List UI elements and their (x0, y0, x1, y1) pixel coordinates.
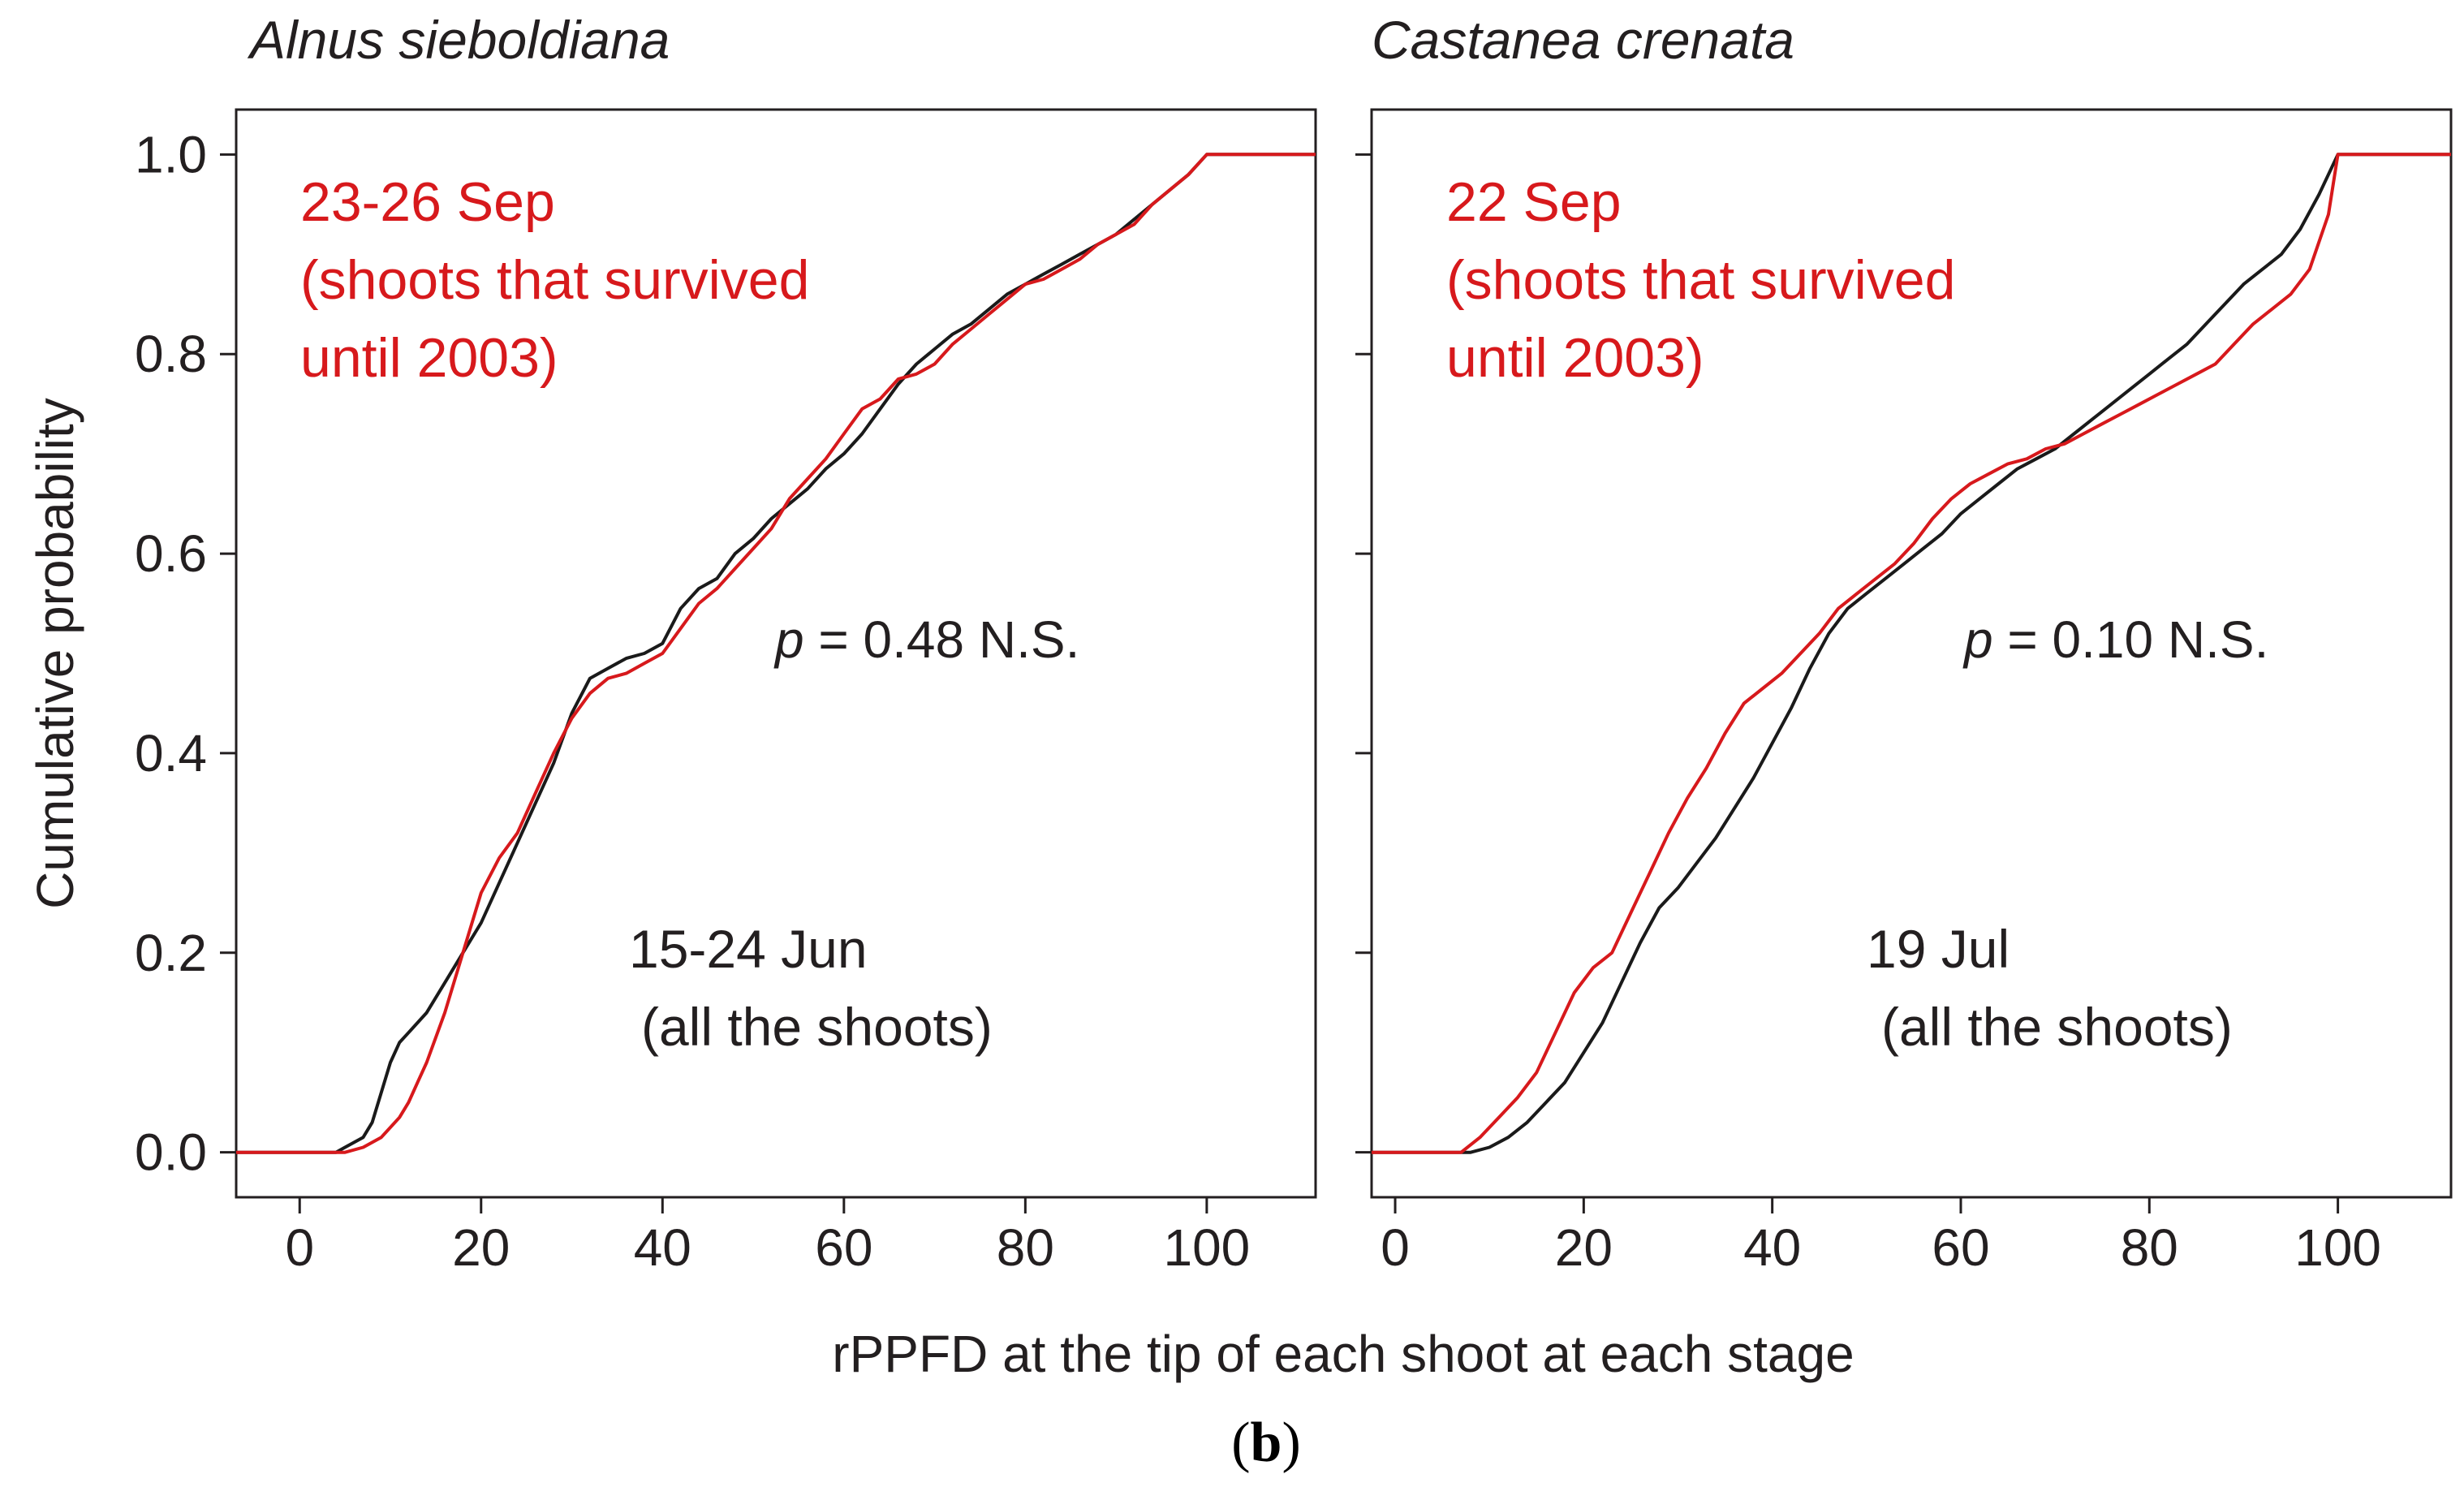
series-line-red (1372, 153, 2451, 1154)
panel-alnus: Alnus sieboldiana 0 20 40 60 80 1000.00.20.40… (26, 10, 1317, 1277)
figure-caption: (b) (1231, 1412, 1301, 1474)
x-tick-label: 40 (634, 1218, 691, 1277)
red-annotation-line-3: until 2003) (1446, 327, 1704, 389)
axis-ticks-alnus: 0 20 40 60 80 100 0.0 0.2 0.4 0.6 0.8 1.0 (135, 125, 1250, 1277)
series-line-black (236, 153, 1316, 1154)
red-annotation-line-1: 22 Sep (1446, 171, 1622, 233)
p-symbol: p (1962, 610, 1993, 669)
x-tick-label: 0 (285, 1218, 314, 1277)
red-annotation-castanea: 22 Sep (shoots that survived until 2003) (1446, 171, 1955, 389)
y-tick-label: 0.6 (135, 524, 207, 583)
panel-castanea: Castanea crenata 0 20 40 60 80 100 22 Sep (sh… (1355, 10, 2453, 1277)
p-value-annotation-alnus: p = 0.48 N.S. (773, 610, 1079, 669)
x-tick-label: 20 (452, 1218, 510, 1277)
x-tick-label: 80 (997, 1218, 1054, 1277)
x-tick-label: 80 (2121, 1218, 2178, 1277)
p-value-annotation-castanea: p = 0.10 N.S. (1962, 610, 2268, 669)
plot-frame-castanea (1370, 108, 2453, 1199)
red-annotation-line-2: (shoots that survived (300, 249, 809, 311)
x-tick-label: 20 (1555, 1218, 1613, 1277)
caption-close-paren: ) (1282, 1412, 1300, 1474)
plot-frame-alnus (235, 108, 1317, 1199)
series-line-red (236, 153, 1316, 1154)
y-tick-label: 0.4 (135, 724, 207, 782)
y-axis-label: Cumulative probability (26, 398, 84, 909)
black-annotation-line-1: 19 Jul (1867, 919, 2010, 979)
x-tick-label: 60 (815, 1218, 872, 1277)
y-tick-label: 0.8 (135, 325, 207, 383)
red-annotation-alnus: 23-26 Sep (shoots that survived until 20… (300, 171, 809, 389)
p-value-text: = 0.10 N.S. (1993, 610, 2269, 669)
panel-title-castanea: Castanea crenata (1372, 10, 1794, 70)
series-lines-alnus (236, 153, 1316, 1154)
caption-open-paren: ( (1231, 1412, 1250, 1474)
black-annotation-alnus: 15-24 Jun (all the shoots) (629, 919, 993, 1057)
red-annotation-line-2: (shoots that survived (1446, 249, 1955, 311)
black-annotation-line-2: (all the shoots) (641, 997, 993, 1057)
y-tick-label: 0.0 (135, 1123, 207, 1182)
x-tick-label: 100 (1163, 1218, 1250, 1277)
x-axis-label: rPPFD at the tip of each shoot at each s… (832, 1325, 1854, 1383)
red-annotation-line-3: until 2003) (300, 327, 558, 389)
caption-letter: b (1251, 1412, 1282, 1474)
x-tick-label: 60 (1932, 1218, 1989, 1277)
p-symbol: p (773, 610, 804, 669)
black-annotation-castanea: 19 Jul (all the shoots) (1867, 919, 2233, 1057)
x-tick-label: 100 (2294, 1218, 2381, 1277)
x-tick-label: 40 (1743, 1218, 1801, 1277)
axis-ticks-castanea: 0 20 40 60 80 100 (1355, 153, 2381, 1277)
p-value-text: = 0.48 N.S. (804, 610, 1080, 669)
series-lines-castanea (1372, 153, 2451, 1154)
series-line-black (1372, 153, 2451, 1154)
black-annotation-line-1: 15-24 Jun (629, 919, 868, 979)
black-annotation-line-2: (all the shoots) (1881, 997, 2233, 1057)
y-tick-label: 1.0 (135, 125, 207, 183)
y-tick-label: 0.2 (135, 924, 207, 982)
x-tick-label: 0 (1381, 1218, 1410, 1277)
red-annotation-line-1: 23-26 Sep (300, 171, 555, 233)
panel-title-alnus: Alnus sieboldiana (247, 10, 670, 70)
